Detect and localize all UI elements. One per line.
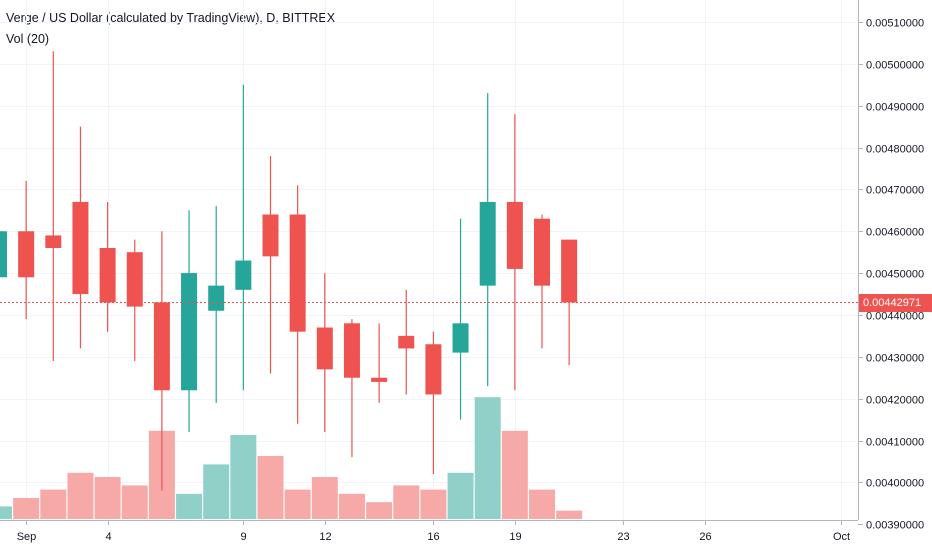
y-tick-label: 0.00440000 (866, 311, 924, 323)
candle-body-up[interactable] (479, 201, 496, 286)
volume-bar (338, 493, 365, 519)
candle-body-up[interactable] (181, 273, 198, 391)
candle-body-down[interactable] (45, 235, 62, 248)
volume-bar (366, 502, 393, 519)
volume-bar (284, 489, 311, 519)
candle-body-down[interactable] (289, 214, 306, 332)
chart-title: Verge / US Dollar (calculated by Trading… (6, 11, 336, 25)
candle-body-down[interactable] (371, 377, 388, 382)
y-tick-label: 0.00450000 (866, 269, 924, 281)
y-tick-label: 0.00430000 (866, 353, 924, 365)
y-tick-label: 0.00480000 (866, 144, 924, 156)
candle-body-down[interactable] (18, 231, 35, 278)
x-tick-label: 26 (699, 531, 711, 543)
y-axis-labels: 0.00390000 0.00400000 0.00410000 0.00420000… (858, 18, 924, 532)
volume-bar (67, 472, 94, 519)
y-tick-label: 0.00500000 (866, 60, 924, 72)
candle-body-down[interactable] (126, 252, 143, 307)
candle-body-down[interactable] (343, 323, 360, 378)
volume-bar (420, 489, 447, 519)
candle-body-down[interactable] (153, 302, 170, 391)
candle-body-up[interactable] (208, 285, 225, 311)
last-price-label: 0.00442971 (859, 293, 932, 312)
x-tick-label: Sep (17, 531, 37, 543)
candle-body-up[interactable] (0, 231, 7, 278)
chart-legend: Verge / US Dollar (calculated by Trading… (6, 8, 335, 50)
volume-indicator-label[interactable]: Vol (20) (6, 32, 50, 46)
candles (0, 51, 578, 491)
volume-bar (393, 485, 420, 519)
y-tick-label: 0.00490000 (866, 102, 924, 114)
candle-body-down[interactable] (425, 344, 442, 395)
volume-bar (203, 464, 230, 519)
volume-bar (257, 456, 284, 519)
volume-bar (474, 397, 501, 519)
candle-body-down[interactable] (534, 218, 550, 286)
x-tick-label: 23 (617, 531, 629, 543)
y-tick-label: 0.00460000 (866, 227, 924, 239)
volume-bar (556, 510, 583, 519)
candle-body-up[interactable] (452, 323, 469, 353)
x-axis-labels: Sep 4 9 12 16 19 23 26 Oct (17, 520, 850, 543)
x-axis-panel[interactable] (0, 520, 932, 550)
volume-bar (311, 477, 338, 519)
volume-bars (0, 397, 583, 519)
volume-bar (13, 498, 40, 519)
y-tick-label: 0.00510000 (866, 18, 924, 30)
volume-bar (0, 506, 12, 519)
volume-bar (121, 485, 148, 519)
candle-body-down[interactable] (316, 327, 333, 370)
volume-bar (447, 472, 474, 519)
y-tick-label: 0.00470000 (866, 185, 924, 197)
y-tick-label: 0.00410000 (866, 437, 924, 449)
x-tick-label: 16 (427, 531, 439, 543)
y-tick-label: 0.00400000 (866, 478, 924, 490)
volume-bar (40, 489, 67, 519)
candle-body-down[interactable] (561, 239, 578, 303)
volume-bar (501, 430, 528, 519)
volume-bar (94, 477, 121, 519)
x-tick-label: Oct (833, 531, 850, 543)
x-tick-label: 12 (319, 531, 331, 543)
candle-body-down[interactable] (398, 335, 415, 349)
volume-bar (529, 489, 555, 519)
candle-body-up[interactable] (235, 260, 252, 290)
x-tick-label: 4 (105, 531, 111, 543)
x-tick-label: 9 (240, 531, 246, 543)
candle-body-down[interactable] (72, 201, 89, 295)
candle-body-down[interactable] (262, 214, 279, 257)
candle-body-down[interactable] (99, 247, 116, 303)
volume-bar (176, 493, 203, 519)
y-tick-label: 0.00420000 (866, 395, 924, 407)
y-tick-label: 0.00390000 (866, 520, 924, 532)
candle-body-down[interactable] (506, 201, 523, 269)
chart-grid (0, 0, 858, 525)
y-axis-panel[interactable] (858, 0, 932, 520)
x-tick-label: 19 (509, 531, 521, 543)
volume-bar (230, 435, 257, 519)
